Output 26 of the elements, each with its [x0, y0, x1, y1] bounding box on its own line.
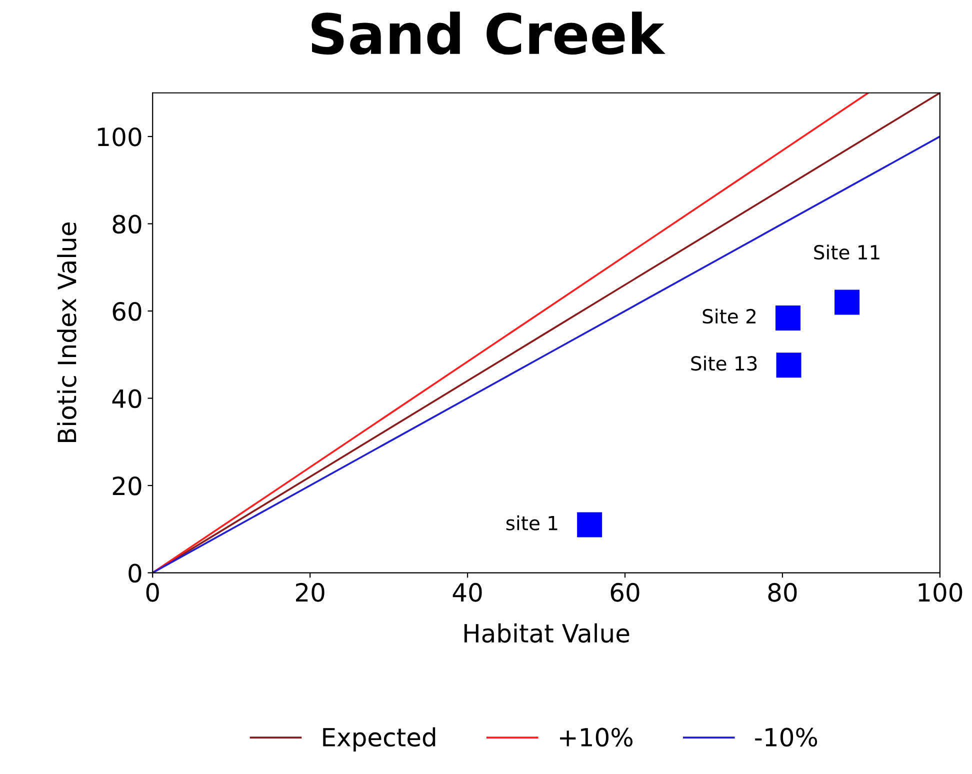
annotation: site 1: [506, 515, 558, 530]
x-axis-title: Habitat Value: [464, 623, 630, 643]
x-tick-label: 80: [768, 582, 797, 602]
point: [577, 512, 602, 538]
annotation: Site 11: [814, 244, 880, 260]
x-tick-label: 40: [452, 582, 482, 602]
point: [775, 305, 800, 330]
point: [776, 352, 802, 378]
y-axis-title: Biotic Index Value: [57, 222, 76, 442]
legend-label: -10%: [755, 728, 818, 747]
x-tick-label: 0: [146, 582, 159, 602]
point: [834, 290, 860, 315]
annotation: Site 13: [691, 356, 757, 371]
x-tick-label: 20: [296, 582, 324, 602]
legend-label: Expected: [323, 727, 436, 752]
y-tick-label: 20: [112, 476, 142, 496]
x-tick-label: 60: [610, 582, 640, 602]
y-tick-label: 60: [112, 302, 142, 321]
y-tick-label: 80: [112, 214, 142, 234]
y-tick-label: 100: [98, 127, 142, 146]
legend-label: +10%: [560, 728, 633, 747]
y-tick-label: 40: [112, 389, 142, 408]
chart-title: Sand Creek: [312, 12, 666, 55]
x-tick-label: 100: [918, 582, 962, 602]
annotation: Site 2: [702, 308, 756, 324]
y-tick-label: 0: [128, 564, 142, 583]
